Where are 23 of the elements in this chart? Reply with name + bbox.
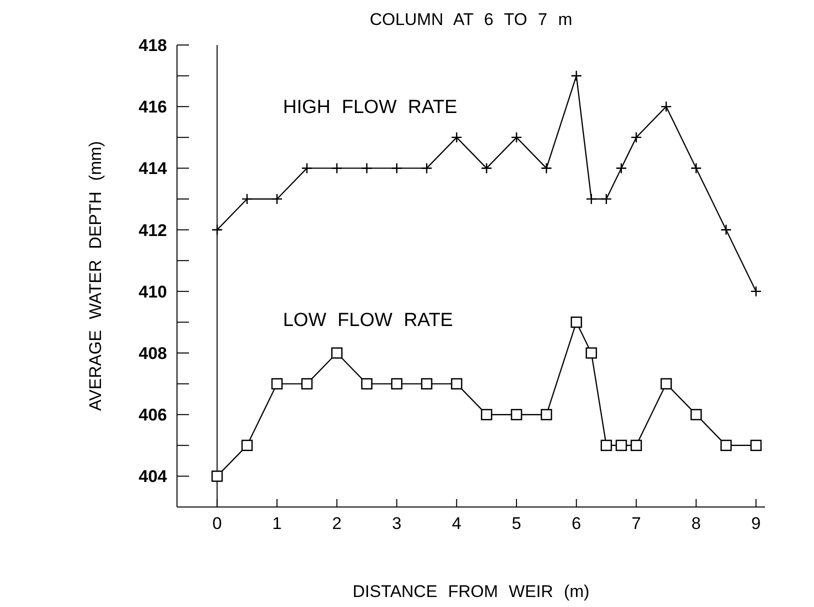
- x-tick-label: 9: [751, 514, 761, 534]
- x-tick-label: 7: [632, 514, 641, 534]
- series-label: HIGH FLOW RATE: [282, 97, 458, 119]
- y-tick-label: 414: [138, 159, 168, 178]
- x-tick-label: 2: [332, 514, 342, 534]
- x-tick-label: 4: [452, 514, 462, 534]
- y-tick-label: 408: [138, 344, 167, 364]
- x-axis-title: DISTANCE FROM WEIR (m): [352, 582, 590, 601]
- x-tick-label: 3: [392, 514, 402, 534]
- x-tick-label: 0: [212, 514, 222, 534]
- y-tick-label: 412: [138, 220, 167, 240]
- x-tick-label: 5: [512, 514, 522, 534]
- y-tick-label: 404: [138, 467, 168, 486]
- y-tick-label: 418: [138, 36, 167, 56]
- text: LOW FLOW RATE: [282, 310, 453, 332]
- y-tick-label: 410: [138, 282, 167, 302]
- x-tick-label: 1: [272, 514, 282, 534]
- chart-title: COLUMN AT 6 TO 7 m: [368, 10, 574, 30]
- y-tick-label: 416: [138, 98, 167, 117]
- y-tick-label: 406: [138, 406, 167, 425]
- x-tick-label: 6: [572, 514, 582, 534]
- x-tick-label: 8: [691, 514, 701, 534]
- y-axis-title: AVERAGE WATER DEPTH (mm): [86, 141, 106, 411]
